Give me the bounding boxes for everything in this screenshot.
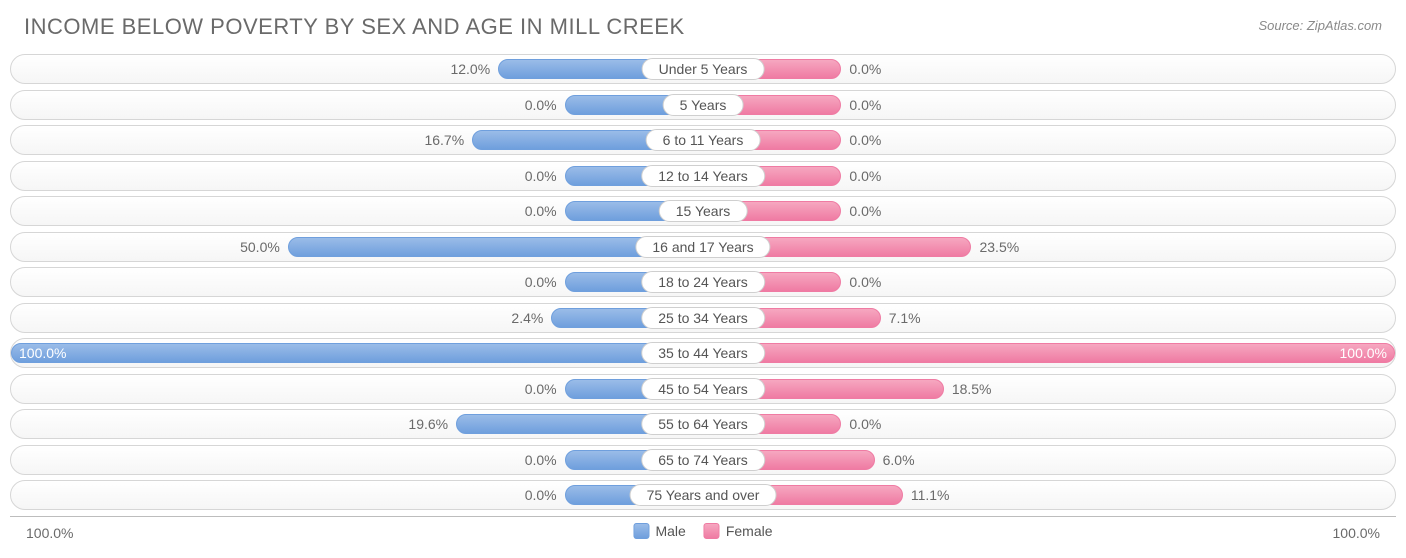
female-value-label: 0.0% (849, 268, 881, 296)
female-swatch-icon (704, 523, 720, 539)
chart-row: 100.0% 100.0% 35 to 44 Years (10, 338, 1396, 368)
female-value-label: 0.0% (849, 410, 881, 438)
male-value-label: 0.0% (525, 481, 557, 509)
category-label: 16 and 17 Years (635, 236, 770, 258)
male-value-label: 0.0% (525, 162, 557, 190)
chart-row: 12.0% 0.0% Under 5 Years (10, 54, 1396, 84)
category-label: Under 5 Years (642, 58, 765, 80)
male-value-label: 0.0% (525, 91, 557, 119)
female-value-label: 23.5% (979, 233, 1019, 261)
category-label: 25 to 34 Years (641, 307, 765, 329)
male-value-label: 12.0% (450, 55, 490, 83)
category-label: 15 Years (659, 200, 748, 222)
chart-row: 0.0% 6.0% 65 to 74 Years (10, 445, 1396, 475)
chart-row: 0.0% 11.1% 75 Years and over (10, 480, 1396, 510)
chart-title: INCOME BELOW POVERTY BY SEX AND AGE IN M… (24, 14, 685, 40)
female-value-label: 0.0% (849, 162, 881, 190)
female-value-label: 0.0% (849, 126, 881, 154)
male-value-label: 100.0% (19, 339, 66, 367)
category-label: 45 to 54 Years (641, 378, 765, 400)
female-value-label: 0.0% (849, 91, 881, 119)
category-label: 12 to 14 Years (641, 165, 765, 187)
chart-row: 2.4% 7.1% 25 to 34 Years (10, 303, 1396, 333)
category-label: 5 Years (663, 94, 744, 116)
female-value-label: 0.0% (849, 55, 881, 83)
chart-area: 12.0% 0.0% Under 5 Years 0.0% 0.0% 5 Years 16.… (10, 54, 1396, 516)
male-value-label: 0.0% (525, 375, 557, 403)
legend-female: Female (704, 523, 773, 539)
female-value-label: 6.0% (883, 446, 915, 474)
male-value-label: 0.0% (525, 197, 557, 225)
category-label: 35 to 44 Years (641, 342, 765, 364)
category-label: 75 Years and over (630, 484, 777, 506)
female-value-label: 0.0% (849, 197, 881, 225)
legend-male: Male (633, 523, 685, 539)
chart-row: 19.6% 0.0% 55 to 64 Years (10, 409, 1396, 439)
male-swatch-icon (633, 523, 649, 539)
chart-row: 16.7% 0.0% 6 to 11 Years (10, 125, 1396, 155)
legend: Male Female (633, 523, 772, 539)
category-label: 65 to 74 Years (641, 449, 765, 471)
source-attribution: Source: ZipAtlas.com (1258, 18, 1382, 33)
female-bar (703, 343, 1395, 363)
female-value-label: 18.5% (952, 375, 992, 403)
chart-row: 0.0% 0.0% 12 to 14 Years (10, 161, 1396, 191)
legend-female-label: Female (726, 523, 773, 539)
female-value-label: 11.1% (911, 481, 950, 509)
axis-label-left: 100.0% (26, 525, 73, 541)
male-bar (11, 343, 703, 363)
female-value-label: 100.0% (1340, 339, 1387, 367)
chart-row: 50.0% 23.5% 16 and 17 Years (10, 232, 1396, 262)
male-value-label: 50.0% (240, 233, 280, 261)
male-value-label: 2.4% (511, 304, 543, 332)
male-value-label: 0.0% (525, 268, 557, 296)
female-value-label: 7.1% (889, 304, 921, 332)
axis-label-right: 100.0% (1333, 525, 1380, 541)
chart-footer: 100.0% 100.0% Male Female (10, 516, 1396, 558)
chart-row: 0.0% 0.0% 18 to 24 Years (10, 267, 1396, 297)
chart-row: 0.0% 18.5% 45 to 54 Years (10, 374, 1396, 404)
category-label: 18 to 24 Years (641, 271, 765, 293)
male-value-label: 0.0% (525, 446, 557, 474)
male-value-label: 16.7% (424, 126, 464, 154)
chart-row: 0.0% 0.0% 15 Years (10, 196, 1396, 226)
male-value-label: 19.6% (408, 410, 448, 438)
category-label: 55 to 64 Years (641, 413, 765, 435)
legend-male-label: Male (655, 523, 685, 539)
category-label: 6 to 11 Years (646, 129, 761, 151)
chart-row: 0.0% 0.0% 5 Years (10, 90, 1396, 120)
